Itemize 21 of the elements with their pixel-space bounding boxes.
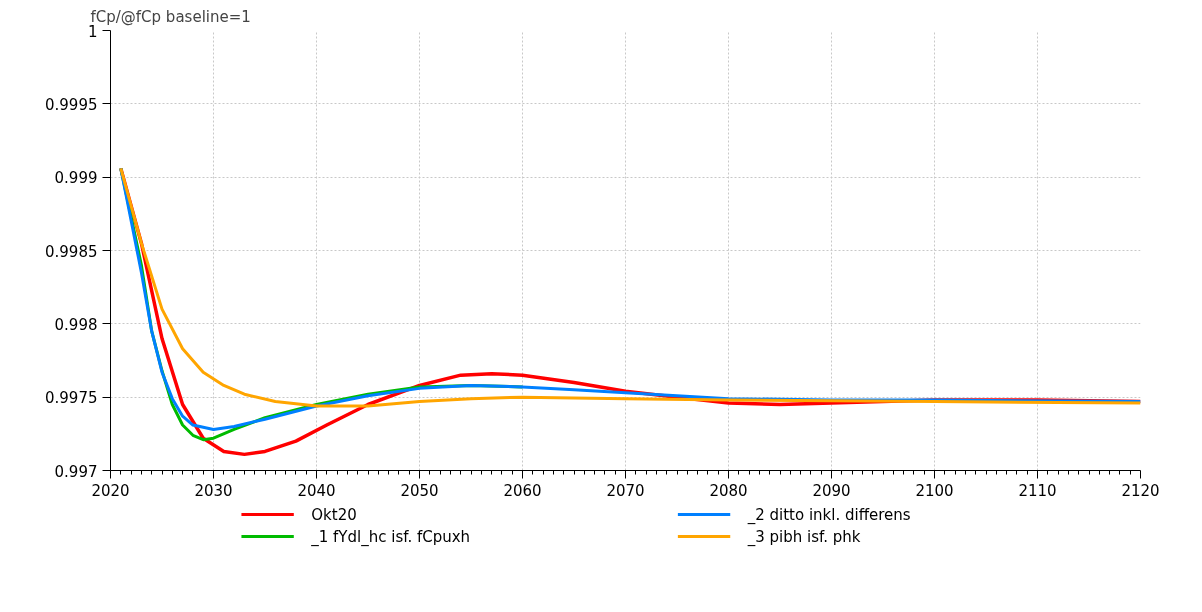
y-tick-label: 0.9995	[45, 95, 98, 114]
legend-label: _1 fYdl_hc isf. fCpuxh	[310, 527, 471, 547]
x-tick-label: 2050	[400, 481, 439, 500]
x-tick-label: 2110	[1018, 481, 1057, 500]
y-tick-label: 0.9975	[45, 389, 98, 408]
y-tick-label: 0.999	[54, 169, 98, 188]
x-tick-label: 2080	[709, 481, 748, 500]
x-tick-label: 2100	[915, 481, 954, 500]
x-tick-label: 2060	[503, 481, 542, 500]
x-tick-label: 2070	[606, 481, 645, 500]
x-tick-label: 2090	[812, 481, 851, 500]
legend-label: _2 ditto inkl. differens	[746, 505, 911, 525]
y-tick-label: 0.9985	[45, 242, 98, 261]
y-tick-label: 0.998	[54, 315, 98, 334]
x-tick-label: 2040	[297, 481, 336, 500]
legend-label: Okt20	[311, 505, 357, 524]
x-tick-label: 2020	[91, 481, 130, 500]
x-tick-label: 2120	[1121, 481, 1160, 500]
x-tick-label: 2030	[194, 481, 233, 500]
legend-label: _3 pibh isf. phk	[746, 527, 861, 547]
y-tick-label: 0.997	[54, 462, 98, 481]
